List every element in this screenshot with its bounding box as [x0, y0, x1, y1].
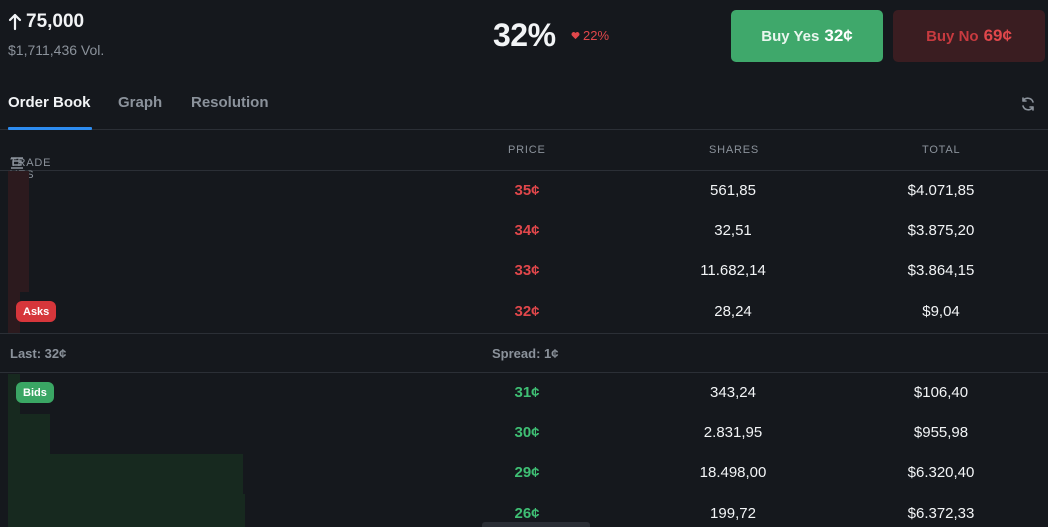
shares-column-header: SHARES: [709, 144, 760, 156]
ask-price: 32¢: [514, 303, 540, 320]
probability-change-value: 22%: [583, 28, 610, 43]
bid-total: $6.320,40: [907, 464, 975, 481]
ask-row[interactable]: 34¢ 32,51 $3.875,20: [0, 211, 1044, 251]
bid-total: $955,98: [913, 424, 969, 441]
probability-change: 22%: [571, 28, 609, 43]
last-price: Last: 32¢: [10, 346, 67, 361]
ask-depth-bar: [8, 171, 29, 292]
bid-depth-bar: [8, 494, 245, 527]
tab-order-book[interactable]: Order Book: [8, 94, 91, 111]
bid-price: 29¢: [514, 464, 540, 481]
market-header: 75,000 $1,711,436 Vol. 32% 22% Buy Yes 3…: [0, 0, 1048, 80]
volume-label: $1,711,436 Vol.: [8, 42, 105, 58]
buy-yes-button[interactable]: Buy Yes 32¢: [731, 10, 883, 62]
ask-shares: 561,85: [710, 182, 756, 199]
bid-depth-bar: [8, 454, 243, 494]
ask-total: $3.875,20: [907, 222, 975, 239]
bid-row[interactable]: 29¢ 18.498,00 $6.320,40: [0, 453, 1044, 493]
ask-total: $3.864,15: [907, 262, 975, 279]
buy-no-label: Buy No: [926, 27, 979, 45]
tab-resolution[interactable]: Resolution: [191, 94, 269, 111]
bid-price: 30¢: [514, 424, 540, 441]
refresh-icon[interactable]: [1020, 96, 1036, 112]
tab-bar: Order Book Graph Resolution: [0, 82, 1048, 130]
bid-shares: 18.498,00: [699, 464, 767, 481]
tab-graph[interactable]: Graph: [118, 94, 163, 111]
ask-row[interactable]: 35¢ 561,85 $4.071,85: [0, 171, 1044, 211]
bid-price: 31¢: [514, 384, 540, 401]
ask-shares: 11.682,14: [700, 262, 766, 279]
stack-icon[interactable]: [10, 157, 24, 169]
buy-yes-price: 32¢: [824, 26, 853, 45]
buy-yes-label: Buy Yes: [761, 27, 820, 45]
bid-shares: 343,24: [710, 384, 756, 401]
ask-row[interactable]: 33¢ 11.682,14 $3.864,15: [0, 251, 1044, 291]
ask-total: $4.071,85: [907, 182, 975, 199]
active-tab-indicator: [8, 127, 92, 130]
price-column-header: PRICE: [508, 144, 546, 156]
bid-row[interactable]: 26¢ 199,72 $6.372,33: [0, 494, 1044, 527]
bid-shares: 2.831,95: [703, 424, 763, 441]
arrow-up-icon: [8, 13, 22, 31]
bid-shares: 199,72: [710, 505, 756, 522]
ask-shares: 28,24: [714, 303, 752, 320]
bid-price: 26¢: [514, 505, 540, 522]
bid-total: $6.372,33: [907, 505, 975, 522]
ask-shares: 32,51: [714, 222, 752, 239]
heart-icon: [571, 31, 580, 40]
asks-badge: Asks: [16, 301, 57, 322]
scroll-indicator[interactable]: [482, 522, 590, 527]
bid-row[interactable]: 31¢ 343,24 $106,40: [0, 373, 1044, 413]
ask-row[interactable]: 32¢ 28,24 $9,04: [0, 292, 1044, 332]
ask-price: 33¢: [514, 262, 540, 279]
order-book-header: TRADE YES PRICE SHARES TOTAL: [0, 131, 1048, 181]
spread-value: Spread: 1¢: [492, 346, 559, 361]
bid-total: $106,40: [913, 384, 969, 401]
ask-total: $9,04: [922, 303, 960, 320]
bid-row[interactable]: 30¢ 2.831,95 $955,98: [0, 413, 1044, 453]
buy-no-button[interactable]: Buy No 69¢: [893, 10, 1045, 62]
spread-bar: Last: 32¢ Spread: 1¢: [0, 333, 1048, 373]
ask-price: 34¢: [514, 222, 540, 239]
bids-badge: Bids: [16, 382, 54, 403]
probability-value: 32%: [493, 17, 556, 53]
bid-depth-bar: [8, 414, 50, 454]
buy-no-price: 69¢: [983, 26, 1012, 45]
market-title-text: 75,000: [26, 11, 85, 32]
ask-price: 35¢: [514, 182, 540, 199]
total-column-header: TOTAL: [922, 144, 961, 156]
market-title: 75,000: [8, 11, 84, 33]
